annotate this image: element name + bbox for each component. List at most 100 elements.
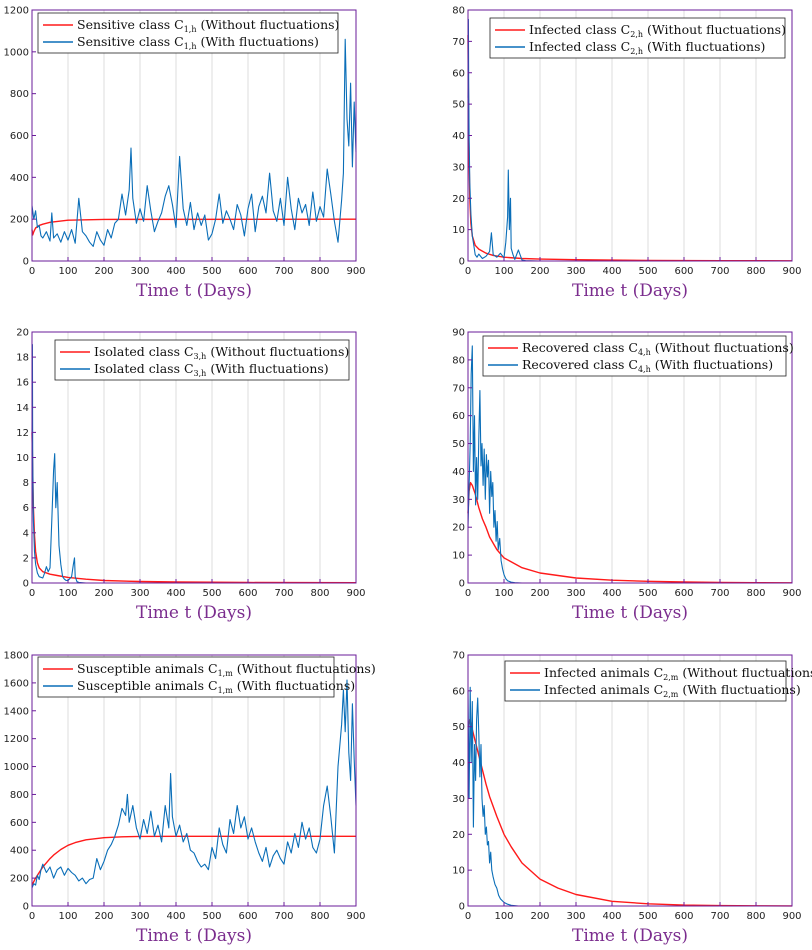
y-tick-label: 0 <box>459 257 465 268</box>
y-tick-label: 0 <box>23 902 29 913</box>
x-tick-label: 700 <box>274 588 293 599</box>
y-tick-label: 0 <box>459 579 465 590</box>
y-tick-label: 16 <box>16 378 29 389</box>
plot-frame <box>31 654 357 907</box>
y-tick-label: 10 <box>452 551 465 562</box>
x-axis-label: Time t (Days) <box>136 603 252 623</box>
x-tick-label: 700 <box>710 266 729 277</box>
legend-entry-stochastic: Sensitive class C1,h (With fluctuations) <box>77 34 319 51</box>
y-tick-label: 50 <box>452 439 465 450</box>
x-tick-label: 0 <box>29 588 35 599</box>
series-line-deterministic <box>31 218 357 236</box>
x-tick-label: 500 <box>638 266 657 277</box>
x-tick-label: 400 <box>166 911 185 922</box>
y-tick-label: 80 <box>452 6 465 17</box>
x-axis-label: Time t (Days) <box>136 281 252 301</box>
x-tick-label: 0 <box>465 588 471 599</box>
x-axis-label: Time t (Days) <box>572 603 688 623</box>
x-tick-label: 500 <box>638 588 657 599</box>
chart-panel-5: 0 100 200 300 400 500 600 700 800 900 0 200 400 600 80… <box>4 651 376 947</box>
y-tick-label: 40 <box>452 131 465 142</box>
x-tick-label: 500 <box>202 266 221 277</box>
y-tick-label: 800 <box>10 89 29 100</box>
x-tick-label: 200 <box>94 266 113 277</box>
legend: Recovered class C4,h (Without fluctuatio… <box>482 335 794 377</box>
y-tick-label: 8 <box>23 478 29 489</box>
legend-box <box>482 335 787 377</box>
series-line-stochastic <box>31 38 357 247</box>
x-tick-label: 100 <box>58 588 77 599</box>
x-tick-label: 800 <box>310 911 329 922</box>
series-line-stochastic <box>31 344 356 584</box>
x-tick-label: 900 <box>782 588 801 599</box>
y-tick-label: 50 <box>452 722 465 733</box>
x-tick-label: 100 <box>58 266 77 277</box>
legend: Infected class C2,h (Without fluctuation… <box>489 17 786 59</box>
y-tick-label: 70 <box>452 651 465 662</box>
legend-box <box>54 339 350 381</box>
y-tick-label: 1400 <box>4 706 29 717</box>
x-tick-label: 900 <box>782 911 801 922</box>
y-tick-label: 20 <box>452 523 465 534</box>
y-tick-label: 1200 <box>4 734 29 745</box>
x-tick-label: 700 <box>710 588 729 599</box>
series-line-deterministic <box>31 432 357 584</box>
y-tick-label: 1000 <box>4 47 29 58</box>
x-tick-label: 400 <box>166 266 185 277</box>
y-tick-label: 30 <box>452 495 465 506</box>
x-tick-label: 700 <box>274 911 293 922</box>
y-tick-label: 200 <box>10 874 29 885</box>
x-tick-label: 400 <box>602 266 621 277</box>
y-tick-label: 6 <box>23 503 29 514</box>
legend: Infected animals C2,m (Without fluctuati… <box>504 660 812 702</box>
y-tick-label: 50 <box>452 100 465 111</box>
x-tick-label: 900 <box>782 266 801 277</box>
x-tick-label: 100 <box>58 911 77 922</box>
chart-panel-1: 0 100 200 300 400 500 600 700 800 900 0 200 400 600 80… <box>4 6 366 302</box>
plot-frame <box>467 331 793 584</box>
y-tick-label: 400 <box>10 173 29 184</box>
legend-entry-deterministic: Susceptible animals C1,m (Without fluctu… <box>77 661 376 678</box>
x-tick-label: 700 <box>274 266 293 277</box>
series-line-stochastic <box>467 686 792 907</box>
x-tick-label: 0 <box>465 266 471 277</box>
x-tick-label: 600 <box>674 266 693 277</box>
legend-box <box>37 12 339 54</box>
x-tick-label: 600 <box>238 588 257 599</box>
legend: Sensitive class C1,h (Without fluctuatio… <box>37 12 339 54</box>
x-tick-label: 400 <box>602 588 621 599</box>
y-tick-label: 30 <box>452 162 465 173</box>
legend-entry-stochastic: Infected animals C2,m (With fluctuations… <box>544 682 801 699</box>
series-line-deterministic <box>467 718 793 907</box>
plot-frame <box>467 654 793 907</box>
y-tick-label: 400 <box>10 846 29 857</box>
x-tick-label: 400 <box>602 911 621 922</box>
x-tick-label: 800 <box>746 588 765 599</box>
legend: Isolated class C3,h (Without fluctuation… <box>54 339 350 381</box>
x-tick-label: 100 <box>494 266 513 277</box>
x-tick-label: 300 <box>566 266 585 277</box>
x-tick-label: 600 <box>238 911 257 922</box>
x-tick-label: 700 <box>710 911 729 922</box>
y-tick-label: 20 <box>16 328 29 339</box>
chart-panel-4: 0 100 200 300 400 500 600 700 800 900 0 10 20 30 40 50 6… <box>452 328 801 624</box>
x-axis-label: Time t (Days) <box>136 926 252 946</box>
y-tick-label: 1600 <box>4 678 29 689</box>
x-tick-label: 800 <box>746 911 765 922</box>
y-tick-label: 1000 <box>4 762 29 773</box>
y-tick-label: 200 <box>10 215 29 226</box>
legend-entry-deterministic: Isolated class C3,h (Without fluctuation… <box>94 344 349 361</box>
legend-box <box>489 17 786 59</box>
legend-entry-deterministic: Infected class C2,h (Without fluctuation… <box>529 22 786 39</box>
y-tick-label: 800 <box>10 790 29 801</box>
x-tick-label: 100 <box>494 911 513 922</box>
series-line-stochastic <box>467 18 792 262</box>
x-tick-label: 600 <box>238 266 257 277</box>
x-tick-label: 300 <box>130 266 149 277</box>
y-tick-label: 40 <box>452 467 465 478</box>
y-tick-label: 0 <box>23 579 29 590</box>
x-tick-label: 0 <box>465 911 471 922</box>
y-tick-label: 0 <box>23 257 29 268</box>
x-tick-label: 900 <box>346 266 365 277</box>
